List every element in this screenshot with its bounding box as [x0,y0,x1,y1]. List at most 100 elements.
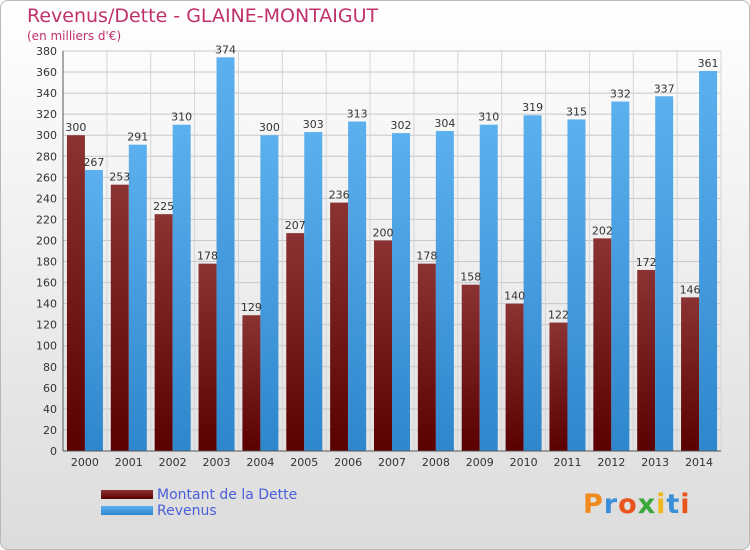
bar-debt [110,184,129,451]
x-tick-label: 2008 [422,456,450,469]
data-label: 236 [329,189,350,202]
bar-debt [417,263,436,451]
data-label: 158 [460,271,481,284]
data-label: 202 [592,224,613,237]
bar-debt [681,297,700,451]
data-label: 225 [153,200,174,213]
y-tick-label: 0 [50,445,57,458]
y-tick-label: 80 [43,361,57,374]
bar-revenus [392,133,410,451]
logo-letter: P [583,489,604,520]
bar-debt [242,315,261,451]
bar-debt [637,269,656,451]
legend-label-debt: Montant de la Dette [157,487,298,503]
x-tick-label: 2007 [378,456,406,469]
bar-revenus [348,121,367,452]
data-label: 310 [478,111,499,124]
bar-debt [593,238,612,451]
data-label: 300 [65,121,86,134]
data-label: 207 [285,219,306,232]
bar-revenus [611,101,630,452]
y-tick-label: 100 [36,340,57,353]
data-label: 129 [241,301,262,314]
x-tick-label: 2012 [597,456,625,469]
y-tick-label: 380 [36,45,57,58]
y-tick-label: 280 [36,150,57,163]
logo-letter: x [637,489,657,520]
x-tick-label: 2004 [246,456,274,469]
data-label: 122 [548,309,569,322]
bar-revenus [699,71,718,451]
y-tick-label: 240 [36,192,57,205]
x-tick-label: 2006 [334,456,362,469]
data-label: 291 [127,131,148,144]
y-tick-label: 160 [36,277,57,290]
data-label: 332 [610,88,631,101]
bar-revenus [128,144,147,451]
bar-revenus [435,131,454,451]
bar-revenus [523,115,542,452]
data-label: 178 [416,250,437,263]
logo-letter: r [603,489,619,520]
logo-letter: i [656,489,667,520]
y-tick-label: 340 [36,87,57,100]
y-tick-label: 360 [36,66,57,79]
bar-revenus [304,132,323,452]
x-tick-label: 2010 [510,456,538,469]
bar-revenus [655,96,674,452]
data-label: 361 [698,57,719,70]
data-label: 313 [347,108,368,121]
x-tick-label: 2001 [115,456,143,469]
data-label: 267 [83,156,104,169]
bar-revenus [479,124,498,452]
legend-swatch-revenus [101,506,153,515]
y-tick-label: 200 [36,234,57,247]
bar-debt [198,263,217,451]
bar-debt [330,202,349,451]
bar-debt [374,240,392,451]
data-label: 253 [109,171,130,184]
x-tick-label: 2013 [641,456,669,469]
chart-subtitle: (en milliers d'€) [27,29,122,43]
y-tick-label: 60 [43,382,57,395]
y-tick-label: 120 [36,319,57,332]
chart-title: Revenus/Dette - GLAINE-MONTAIGUT [27,5,379,27]
bar-revenus [260,135,279,452]
bar-debt [461,284,480,451]
legend-label-revenus: Revenus [157,503,217,519]
data-label: 315 [566,105,587,118]
x-tick-label: 2005 [290,456,318,469]
x-tick-label: 2003 [203,456,231,469]
bar-debt [286,233,305,451]
data-label: 304 [434,117,455,130]
bar-revenus [216,57,235,451]
data-label: 146 [680,283,701,296]
y-tick-label: 140 [36,298,57,311]
logo-letter: i [680,489,691,520]
bar-revenus [172,124,191,452]
data-label: 337 [654,82,675,95]
data-label: 300 [259,121,280,134]
y-tick-label: 320 [36,108,57,121]
bar-debt [505,303,524,451]
data-label: 319 [522,101,543,114]
bar-revenus [567,119,586,451]
y-tick-label: 20 [43,424,57,437]
y-tick-label: 220 [36,213,57,226]
legend-swatch-debt [101,490,153,499]
x-tick-label: 2011 [553,456,581,469]
data-label: 178 [197,250,218,263]
y-tick-label: 300 [36,129,57,142]
bar-debt [549,322,568,451]
y-tick-label: 180 [36,256,57,269]
x-tick-label: 2000 [71,456,99,469]
data-label: 303 [303,118,324,131]
x-tick-label: 2009 [466,456,494,469]
data-label: 140 [504,290,525,303]
data-label: 172 [636,256,657,269]
bar-revenus [84,169,103,451]
y-tick-label: 40 [43,403,57,416]
proxiti-logo: Proxiti [583,489,691,520]
data-label: 302 [391,119,412,132]
